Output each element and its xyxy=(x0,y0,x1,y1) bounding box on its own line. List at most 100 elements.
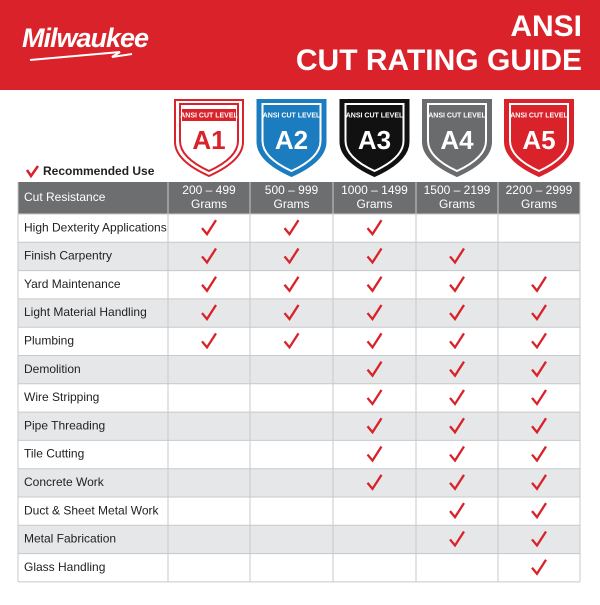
row-bg xyxy=(18,440,580,469)
check-mark xyxy=(366,332,383,350)
check-mark xyxy=(449,474,465,491)
badge-level: A5 xyxy=(522,125,555,155)
header-range: 200 – 499 xyxy=(182,183,236,197)
row-label: Yard Maintenance xyxy=(24,277,121,291)
row-label: High Dexterity Applications xyxy=(24,220,167,234)
check-mark xyxy=(366,445,383,463)
row-label: Concrete Work xyxy=(24,475,105,489)
row-bg xyxy=(18,412,580,441)
check-mark xyxy=(366,417,383,435)
row-label: Wire Stripping xyxy=(24,390,99,404)
check-mark xyxy=(201,332,217,350)
row-label: Light Material Handling xyxy=(24,305,147,319)
badge-level: A3 xyxy=(358,125,391,155)
header-range: 1500 – 2199 xyxy=(424,183,491,197)
badge-band xyxy=(347,109,402,121)
check-mark xyxy=(449,332,465,350)
title-line1: ANSI xyxy=(510,10,582,43)
row-label: Plumbing xyxy=(24,334,74,348)
header-unit: Grams xyxy=(274,197,310,211)
badge-caption: ANSI CUT LEVEL xyxy=(510,112,568,119)
header-range: 2200 – 2999 xyxy=(506,183,573,197)
row-label: Pipe Threading xyxy=(24,418,105,432)
row-bg xyxy=(18,497,580,526)
check-mark xyxy=(531,474,547,491)
check-mark xyxy=(201,219,217,237)
header-band xyxy=(0,0,600,90)
check-mark xyxy=(449,247,465,265)
header-unit: Grams xyxy=(521,197,557,211)
check-mark xyxy=(531,502,547,520)
row-bg xyxy=(18,327,580,356)
badge-caption: ANSI CUT LEVEL xyxy=(263,112,321,119)
check-mark xyxy=(283,247,300,265)
check-mark xyxy=(449,276,465,293)
row-bg xyxy=(18,383,580,413)
header-cell: Cut Resistance xyxy=(24,190,106,204)
row-bg xyxy=(18,298,580,328)
check-mark xyxy=(366,219,383,237)
row-bg xyxy=(18,525,580,554)
check-mark xyxy=(201,276,217,293)
check-mark xyxy=(531,361,547,378)
check-mark xyxy=(449,502,465,520)
header-unit: Grams xyxy=(191,197,227,211)
check-mark xyxy=(449,417,465,435)
check-mark xyxy=(531,445,547,463)
legend-text: Recommended Use xyxy=(43,164,155,178)
check-mark xyxy=(201,304,217,321)
check-mark xyxy=(449,361,465,378)
check-mark xyxy=(366,361,383,378)
check-mark xyxy=(531,276,547,293)
badge-level: A4 xyxy=(440,125,474,155)
row-bg xyxy=(18,242,580,271)
row-bg xyxy=(18,468,580,497)
check-mark xyxy=(283,304,300,321)
logo-bolt xyxy=(29,51,133,61)
check-mark xyxy=(531,332,547,350)
row-bg xyxy=(18,553,580,582)
row-label: Glass Handling xyxy=(24,560,105,574)
check-mark xyxy=(531,530,547,548)
check-mark xyxy=(366,304,383,321)
legend-check xyxy=(25,165,40,179)
check-mark xyxy=(366,474,383,491)
row-label: Tile Cutting xyxy=(24,447,84,461)
header-range: 500 – 999 xyxy=(265,183,319,197)
row-bg xyxy=(18,214,580,243)
check-mark xyxy=(531,417,547,435)
badge-band xyxy=(512,109,566,121)
row-label: Finish Carpentry xyxy=(24,249,112,263)
row-label: Duct & Sheet Metal Work xyxy=(24,503,159,517)
check-mark xyxy=(283,276,300,293)
badge-caption: ANSI CUT LEVEL xyxy=(428,112,486,119)
row-label: Demolition xyxy=(24,362,81,376)
check-mark xyxy=(283,219,300,237)
check-mark xyxy=(283,332,300,350)
header-unit: Grams xyxy=(439,197,475,211)
check-mark xyxy=(449,304,465,321)
badge-band xyxy=(264,109,319,121)
check-mark xyxy=(366,389,383,406)
badge-band xyxy=(182,109,236,121)
header-range: 1000 – 1499 xyxy=(341,183,408,197)
badge-level: A2 xyxy=(275,125,308,155)
check-mark xyxy=(449,530,465,548)
check-mark xyxy=(366,276,383,293)
badge-level: A1 xyxy=(192,125,225,155)
badge-caption: ANSI CUT LEVEL xyxy=(346,112,404,119)
check-mark xyxy=(531,304,547,321)
badge-band xyxy=(430,109,484,121)
check-mark xyxy=(201,247,217,265)
brand-logo: Milwaukee xyxy=(22,23,149,53)
header-unit: Grams xyxy=(357,197,393,211)
check-mark xyxy=(366,247,383,265)
row-bg xyxy=(18,355,580,384)
check-mark xyxy=(449,445,465,463)
row-label: Metal Fabrication xyxy=(24,532,116,546)
title-line2: CUT RATING GUIDE xyxy=(296,44,582,77)
badge-caption: ANSI CUT LEVEL xyxy=(180,112,238,119)
check-mark xyxy=(531,389,547,406)
